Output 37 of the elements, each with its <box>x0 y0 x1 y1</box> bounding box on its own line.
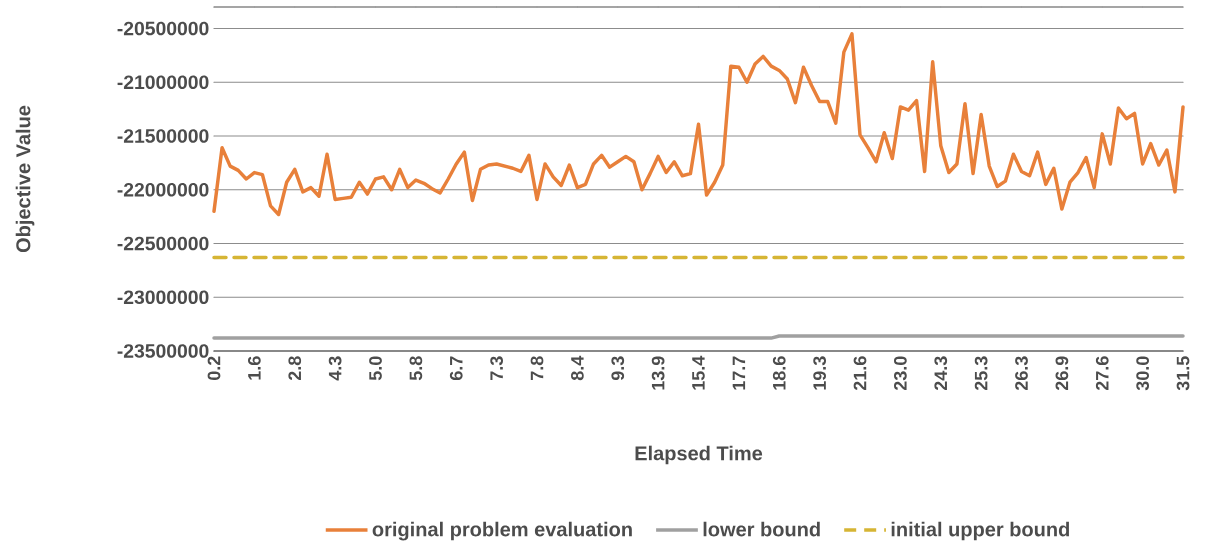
legend-label: original problem evaluation <box>372 521 632 541</box>
y-tick-label: -23500000 <box>117 344 209 358</box>
x-tick-label: 9.3 <box>611 356 625 381</box>
x-tick-label: 19.3 <box>813 356 827 390</box>
x-axis-title: Elapsed Time <box>635 445 763 465</box>
y-tick-label: -20500000 <box>117 21 209 36</box>
x-tick-label: 15.4 <box>692 355 705 390</box>
x-tick-label: 7.8 <box>530 356 544 380</box>
x-tick-label: 24.3 <box>934 356 948 391</box>
y-axis-title: Objective Value <box>15 105 35 253</box>
x-tick-label: 18.6 <box>772 356 786 390</box>
x-tick-label: 17.7 <box>732 356 746 390</box>
x-tick-label: 13.9 <box>651 356 665 390</box>
y-tick-label: -23000000 <box>117 290 209 305</box>
legend-label: lower bound <box>703 521 820 537</box>
x-tick-label: 1.6 <box>248 356 261 380</box>
y-tick-label: -21000000 <box>117 75 209 90</box>
x-tick-label: 6.7 <box>449 356 463 381</box>
x-tick-label: 2.8 <box>288 356 302 381</box>
x-tick-label: 27.6 <box>1095 356 1109 391</box>
y-tick-label: -21500000 <box>117 129 209 143</box>
x-tick-label: 8.4 <box>571 355 584 381</box>
x-tick-label: 7.3 <box>490 356 504 380</box>
legend-label: initial upper bound <box>891 521 1069 541</box>
x-tick-label: 0.2 <box>207 356 221 381</box>
x-tick-label: 26.9 <box>1055 356 1069 391</box>
x-tick-label: 31.5 <box>1176 356 1190 391</box>
y-tick-label: -22500000 <box>117 236 209 251</box>
x-tick-label: 21.6 <box>853 356 867 391</box>
y-tick-label: -22000000 <box>117 182 209 197</box>
x-tick-label: 4.3 <box>328 356 342 381</box>
x-tick-label: 23.0 <box>894 356 907 391</box>
x-tick-label: 26.3 <box>1015 356 1028 391</box>
x-tick-label: 25.3 <box>974 356 988 391</box>
x-tick-label: 5.0 <box>369 356 382 381</box>
x-tick-label: 30.0 <box>1136 356 1150 391</box>
x-tick-label: 5.8 <box>409 356 423 381</box>
